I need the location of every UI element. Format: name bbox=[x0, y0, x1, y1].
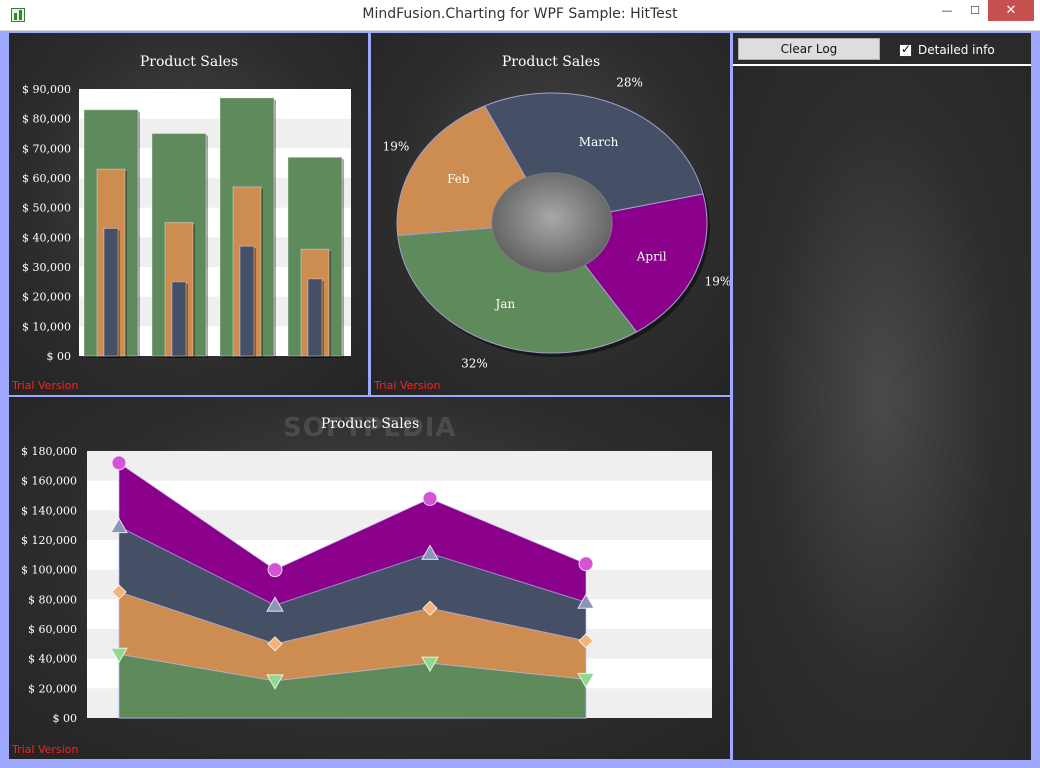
bar bbox=[307, 278, 323, 357]
y-tick-label: $ 20,000 bbox=[22, 291, 71, 304]
circle-marker bbox=[578, 556, 594, 572]
circle-marker bbox=[267, 562, 283, 578]
y-tick-label: $ 40,000 bbox=[22, 231, 71, 244]
y-tick-label: $ 140,000 bbox=[21, 504, 77, 517]
slice-percent-label: 32% bbox=[461, 357, 488, 371]
bar bbox=[103, 227, 119, 357]
slice-label: April bbox=[636, 250, 667, 264]
y-tick-label: $ 180,000 bbox=[21, 445, 77, 458]
y-tick-label: $ 160,000 bbox=[21, 475, 77, 488]
triangle-down-marker bbox=[110, 647, 128, 664]
detailed-info-checkbox[interactable]: Detailed info bbox=[899, 41, 995, 59]
window-titlebar: MindFusion.Charting for WPF Sample: HitT… bbox=[0, 0, 1040, 31]
circle-marker bbox=[422, 490, 438, 506]
app-chart-icon bbox=[11, 8, 25, 22]
slice-percent-label: 19% bbox=[705, 274, 730, 288]
y-tick-label: $ 90,000 bbox=[22, 83, 71, 96]
trial-label-bar: Trial Version bbox=[12, 379, 79, 392]
circle-marker bbox=[111, 455, 127, 471]
chart-title: Product Sales bbox=[502, 54, 600, 70]
diamond-marker bbox=[267, 636, 283, 652]
log-toolbar: Clear Log Detailed info bbox=[733, 33, 1031, 66]
slice-label: Feb bbox=[447, 172, 470, 186]
log-panel: Clear Log Detailed info bbox=[733, 33, 1031, 760]
slice-percent-label: 28% bbox=[616, 75, 643, 89]
slice-label: March bbox=[579, 135, 619, 149]
trial-label-pie: Trial Version bbox=[374, 379, 441, 392]
minimize-button[interactable]: — bbox=[941, 4, 953, 17]
y-tick-label: $ 100,000 bbox=[21, 564, 77, 577]
window-content: Product Sales $ 00 $ 10,000 $ 20,000 $ 30,00… bbox=[0, 31, 1040, 768]
diamond-marker bbox=[111, 584, 127, 600]
y-tick-label: $ 00 bbox=[53, 712, 78, 725]
checkbox-check-icon[interactable] bbox=[899, 42, 912, 57]
donut-hole bbox=[491, 172, 613, 274]
y-tick-label: $ 30,000 bbox=[22, 261, 71, 274]
diamond-marker bbox=[578, 633, 594, 649]
watermark-logo: SOFTPEDIA bbox=[283, 413, 457, 443]
triangle-down-marker bbox=[577, 672, 595, 689]
y-tick-label: $ 80,000 bbox=[22, 113, 71, 126]
y-tick-label: $ 20,000 bbox=[28, 682, 77, 695]
triangle-up-marker bbox=[110, 517, 128, 534]
slice-label: Jan bbox=[494, 297, 516, 311]
bar-chart-panel: Product Sales $ 00 $ 10,000 $ 20,000 $ 30,00… bbox=[9, 33, 368, 395]
triangle-up-marker bbox=[577, 593, 595, 609]
y-tick-label: $ 50,000 bbox=[22, 202, 71, 215]
y-tick-label: $ 60,000 bbox=[28, 623, 77, 636]
close-button[interactable]: ✕ bbox=[988, 0, 1034, 21]
chart-title: Product Sales bbox=[321, 416, 419, 432]
area-chart[interactable]: Product Sales $ 00 $ 20,000 $ 40,000 $ 60,00… bbox=[9, 397, 730, 759]
grid-band bbox=[87, 451, 712, 481]
clear-log-button[interactable]: Clear Log bbox=[738, 38, 880, 60]
triangle-down-marker bbox=[421, 656, 439, 673]
bar-chart[interactable]: Product Sales $ 00 $ 10,000 $ 20,000 $ 30,00… bbox=[9, 33, 368, 395]
triangle-up-marker bbox=[421, 544, 439, 560]
pie-chart[interactable]: Product Sales March 28% April 19% Jan 32% Feb 19… bbox=[371, 33, 730, 395]
bar bbox=[171, 281, 187, 357]
triangle-up-marker bbox=[266, 596, 284, 612]
y-tick-label: $ 40,000 bbox=[28, 653, 77, 666]
bar bbox=[239, 245, 255, 357]
window-title: MindFusion.Charting for WPF Sample: HitT… bbox=[362, 6, 678, 22]
area-chart-panel: Product Sales $ 00 $ 20,000 $ 40,000 $ 60,00… bbox=[9, 397, 730, 759]
diamond-marker bbox=[422, 600, 438, 616]
y-tick-label: $ 10,000 bbox=[22, 320, 71, 333]
y-tick-label: $ 80,000 bbox=[28, 593, 77, 606]
y-tick-label: $ 70,000 bbox=[22, 142, 71, 155]
triangle-down-marker bbox=[266, 674, 284, 690]
pie-chart-panel: Product Sales March 28% April 19% Jan 32% Feb 19… bbox=[371, 33, 730, 395]
chart-title: Product Sales bbox=[140, 54, 238, 70]
maximize-button[interactable]: ☐ bbox=[970, 4, 980, 17]
y-tick-label: $ 00 bbox=[47, 350, 72, 363]
trial-label-area: Trial Version bbox=[12, 743, 79, 756]
y-tick-label: $ 60,000 bbox=[22, 172, 71, 185]
y-tick-label: $ 120,000 bbox=[21, 534, 77, 547]
slice-percent-label: 19% bbox=[383, 140, 410, 154]
detailed-info-label: Detailed info bbox=[918, 43, 995, 57]
